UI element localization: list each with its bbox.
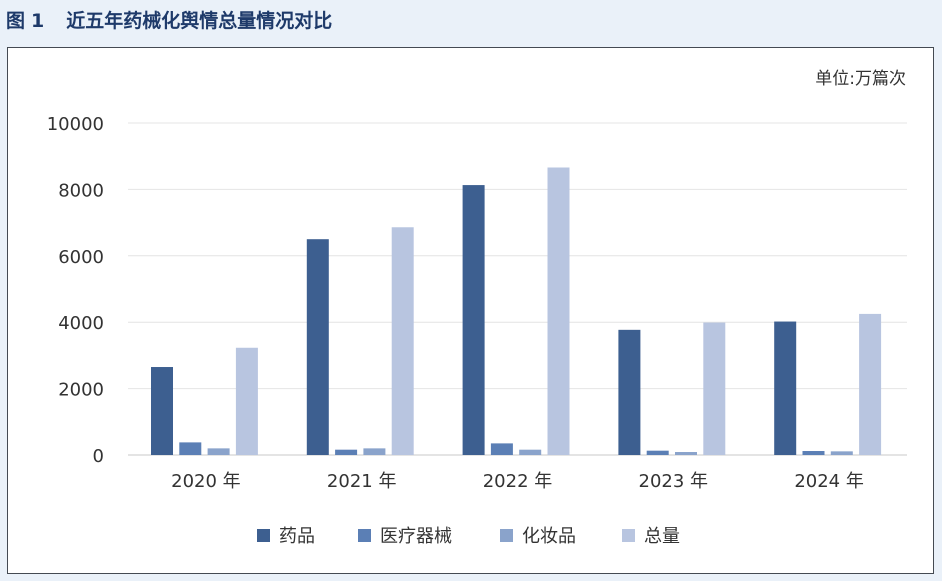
y-tick-label: 0 [93,446,104,467]
bar [306,239,329,455]
x-tick-label: 2024 年 [794,471,864,492]
legend-label: 化妆品 [522,526,576,547]
bar [859,313,882,455]
unit-label: 单位:万篇次 [815,69,906,89]
y-axis-ticks: 0 2000 4000 6000 8000 10000 [47,114,104,467]
legend-label: 总量 [644,526,680,547]
legend-label: 药品 [279,526,315,547]
figure-number: 1 [31,10,45,32]
y-tick-label: 2000 [58,380,104,401]
bars [151,167,882,456]
x-axis-ticks: 2020 年 2021 年 2022 年 2023 年 2024 年 [171,471,864,492]
x-tick-label: 2021 年 [327,471,397,492]
bar [519,449,542,455]
legend: 药品 医疗器械 化妆品 总量 [257,526,680,547]
figure-title-text: 近五年药械化舆情总量情况对比 [66,10,333,32]
x-tick-label: 2020 年 [171,471,241,492]
legend-swatch [257,529,270,542]
x-tick-label: 2023 年 [639,471,709,492]
x-tick-label: 2022 年 [483,471,553,492]
figure-title: 图 1 近五年药械化舆情总量情况对比 [6,6,332,33]
bar [646,450,669,455]
bar [462,185,485,456]
bar [207,448,230,455]
bar [151,367,173,455]
y-tick-label: 10000 [47,114,104,135]
bar [391,227,414,455]
bar [830,451,853,455]
bar [547,167,570,455]
bar [363,448,386,455]
figure-label: 图 [6,10,26,32]
bar [618,329,641,455]
legend-swatch [358,529,371,542]
bar [179,442,202,455]
y-tick-label: 8000 [58,180,104,201]
bar [335,449,358,455]
legend-swatch [500,529,513,542]
bar [235,347,258,455]
legend-swatch [622,529,635,542]
bar [490,443,513,455]
bar [802,451,825,455]
bar [675,452,697,455]
y-tick-label: 6000 [58,247,104,268]
bar [774,321,797,455]
bar [703,322,726,455]
legend-label: 医疗器械 [380,526,452,547]
y-tick-label: 4000 [58,313,104,334]
